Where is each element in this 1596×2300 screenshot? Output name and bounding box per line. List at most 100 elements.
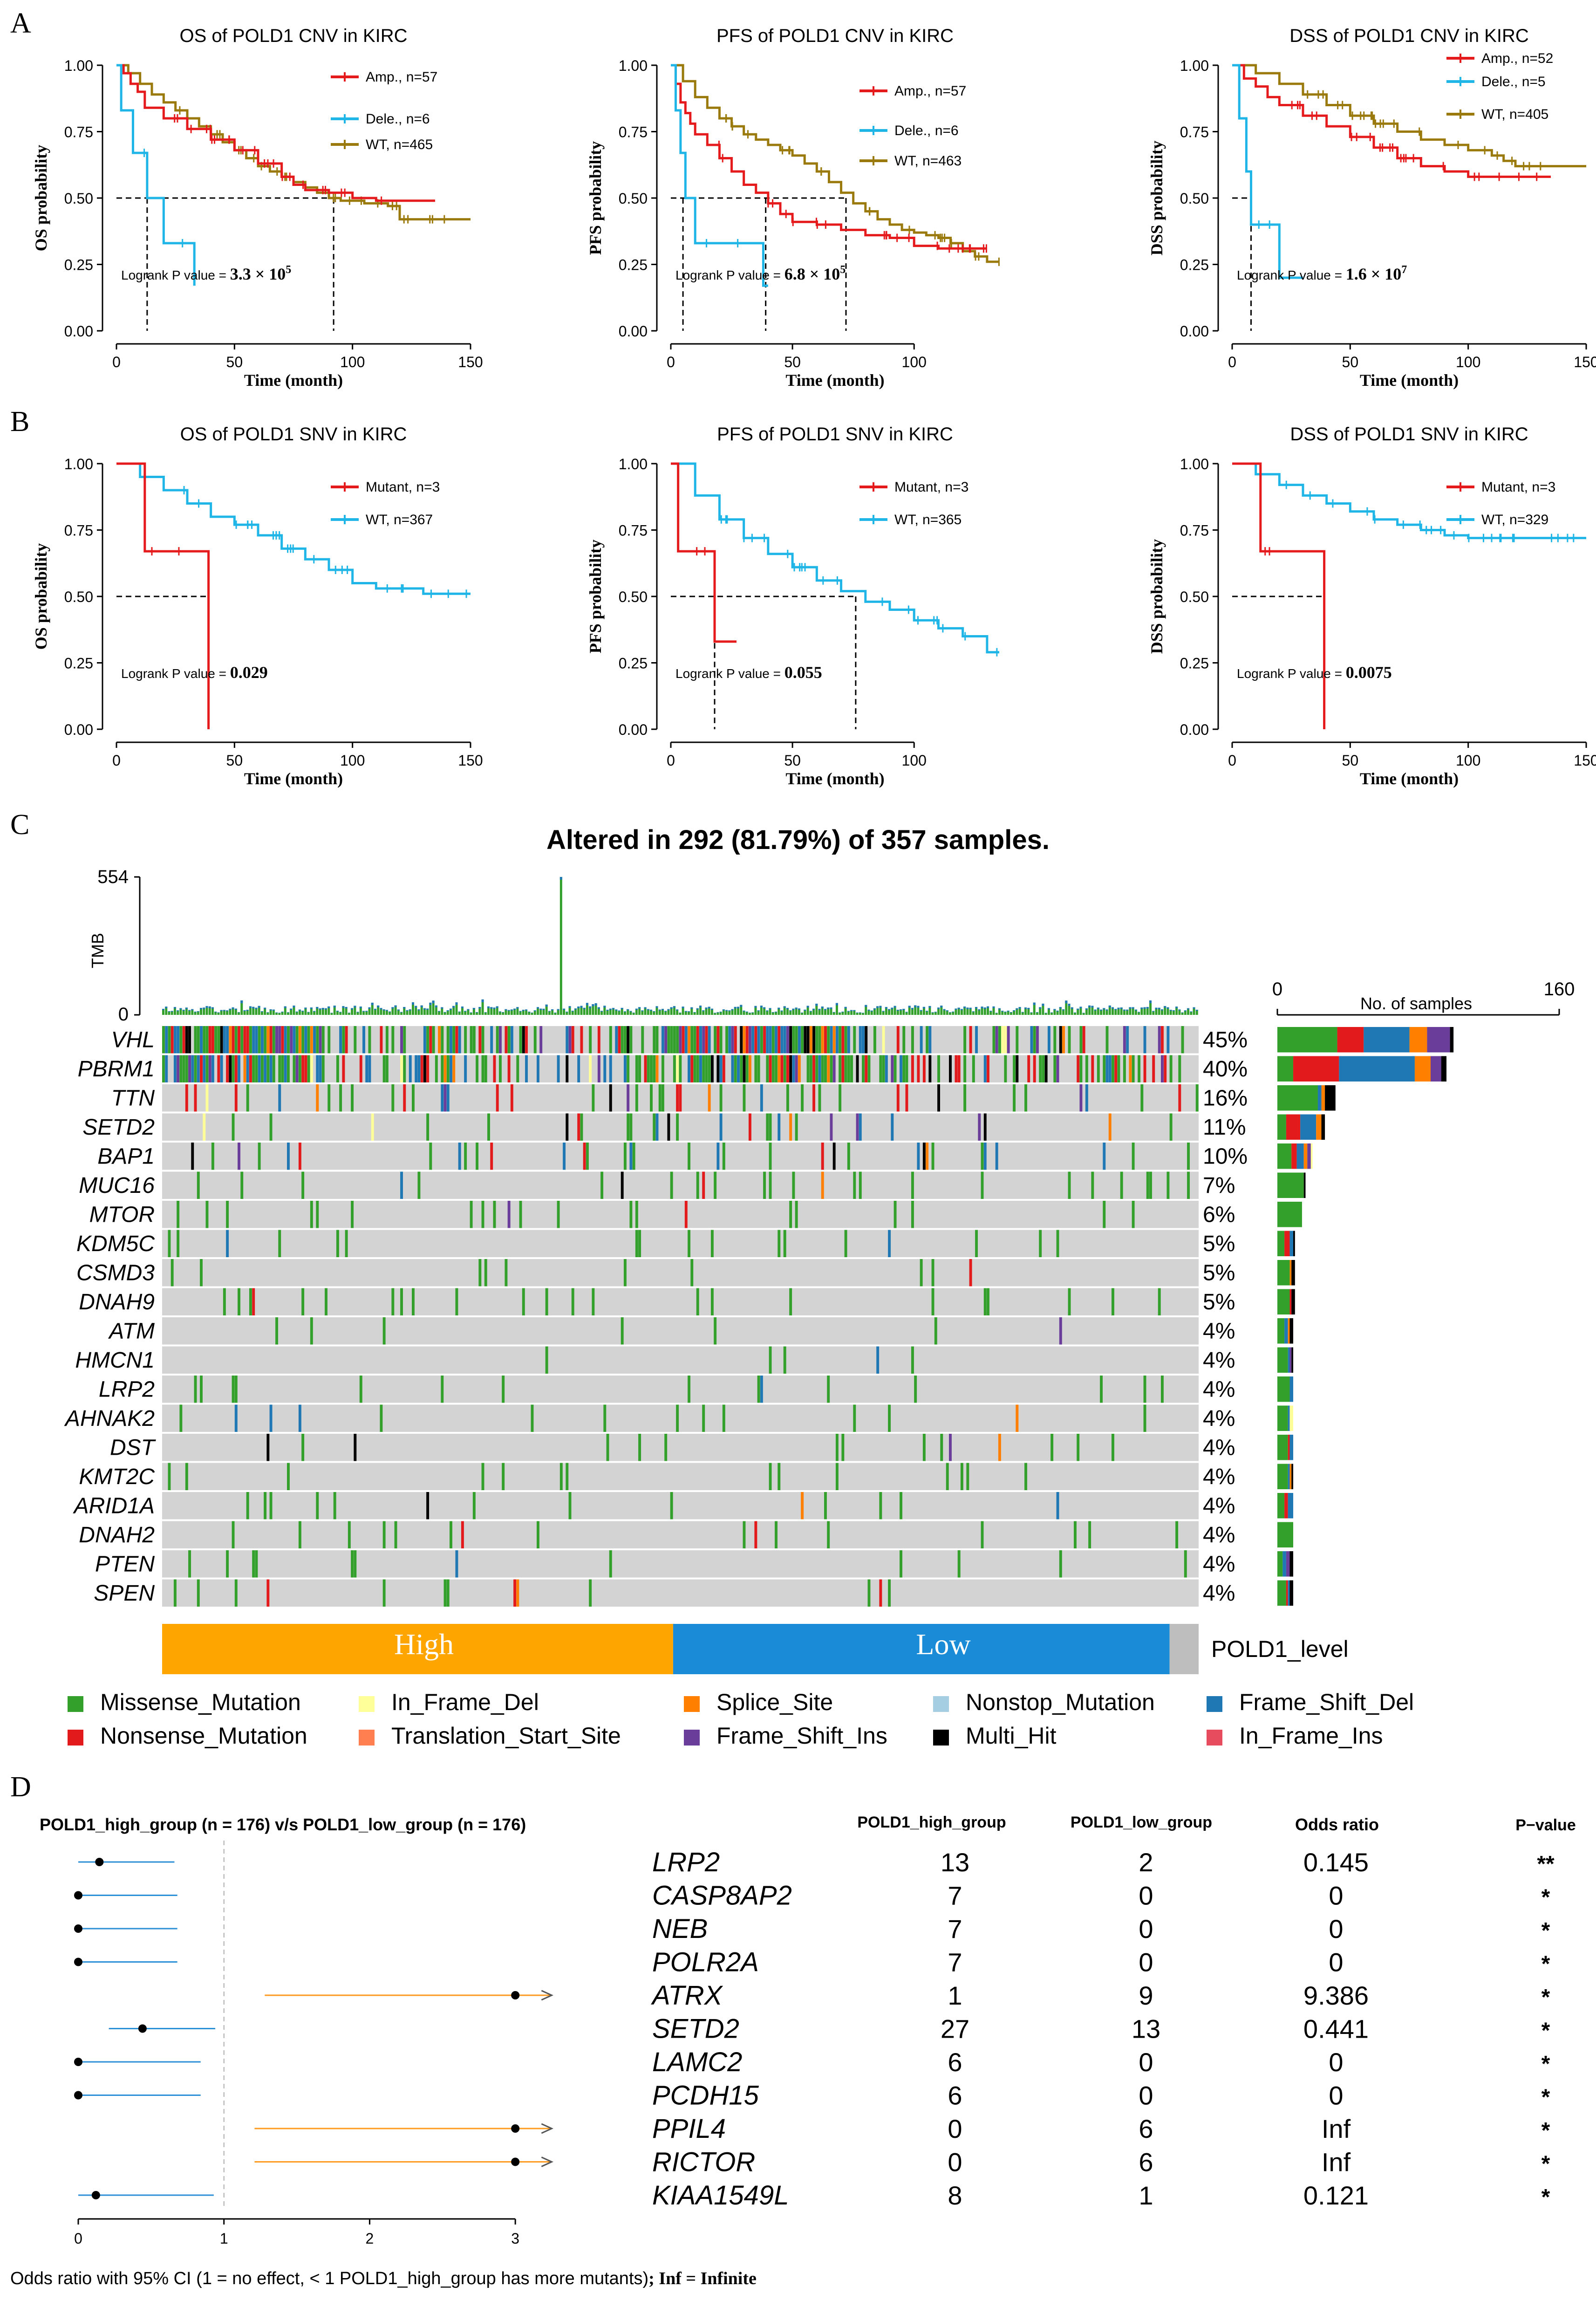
onco-cell [168,1463,171,1490]
onco-cell [888,1230,891,1257]
onco-cell [351,1201,354,1228]
onco-cell [403,1055,406,1082]
onco-cell [1100,1376,1103,1403]
km-y-tick-label: 1.00 [64,456,93,472]
onco-cell [505,1026,508,1054]
legend-label: Nonstop_Mutation [966,1689,1155,1715]
tmb-bar [522,1010,525,1015]
onco-cell [873,1026,876,1054]
onco-cell [566,1026,569,1054]
onco-cell [319,1026,322,1054]
onco-cell [472,1492,476,1520]
onco-cell [1077,1434,1080,1461]
tmb-bar [783,1006,786,1015]
legend-label: Multi_Hit [966,1723,1057,1749]
onco-cell [1091,1171,1094,1199]
tmb-bar-segment [644,1007,647,1009]
onco-cell [708,1055,711,1082]
tmb-bar [798,1008,800,1015]
tmb-bar-segment [234,1008,237,1010]
tmb-bar [536,1007,539,1015]
onco-cell [382,1317,386,1345]
tmb-bar-segment [1024,1007,1027,1009]
tmb-bar [728,1010,731,1015]
onco-cell [641,1026,644,1054]
group-high-bar [162,1624,673,1674]
onco-cell [789,1201,792,1228]
onco-cell [1132,1055,1135,1082]
group-high-label: High [394,1628,454,1661]
km-y-label: PFS probability [586,141,605,255]
tmb-bar-segment [1013,1010,1016,1012]
tmb-bar-segment [446,1010,449,1012]
onco-cell [246,1055,249,1082]
tmb-bar [725,1010,728,1015]
tmb-bar-segment [490,1007,493,1009]
tmb-bar [888,1009,891,1015]
tmb-bar [824,1009,826,1015]
onco-cell [922,1055,926,1082]
gene-label: CSMD3 [76,1260,155,1285]
onco-cell [203,1113,206,1141]
onco-cell [734,1055,737,1082]
onco-cell [1112,1055,1114,1082]
forest-col-low: POLD1_low_group [1071,1814,1212,1831]
tmb-bar [525,1009,528,1015]
onco-cell [191,1143,194,1170]
legend-swatch [68,1730,83,1746]
tmb-bar [458,1011,461,1015]
tmb-bar-segment [722,1009,725,1011]
onco-cell [635,1201,638,1228]
onco-cell [708,1026,711,1054]
gene-percent: 4% [1203,1465,1235,1489]
onco-cell [510,1026,513,1054]
tmb-bar-segment [385,1010,388,1011]
onco-cell [676,1026,679,1054]
onco-cell [400,1055,403,1082]
tmb-bar [554,1013,557,1015]
tmb-bar [1155,1007,1158,1015]
tmb-bar-segment [594,1003,597,1006]
onco-cell [298,1055,301,1082]
onco-cell [778,1230,781,1257]
onco-cell [806,1055,810,1082]
tmb-bar [621,1007,623,1015]
side-bar-segment [1293,1231,1295,1256]
onco-cell [835,1434,839,1461]
tmb-bar-segment [571,1011,574,1012]
onco-cell [194,1055,197,1082]
onco-cell [778,1113,781,1141]
tmb-bar [319,1008,321,1015]
group-annotation-label: POLD1_level [1211,1636,1349,1662]
tmb-bar-segment [850,1010,853,1011]
onco-cell [533,1026,537,1054]
onco-cell [926,1143,929,1170]
onco-cell [786,1084,789,1112]
tmb-bar [949,1012,951,1015]
forest-point [511,2124,520,2133]
tmb-bar [655,1006,658,1015]
side-bar-segment [1288,1405,1290,1431]
tmb-bar-segment [911,1008,914,1010]
onco-cell [177,1230,180,1257]
tmb-bar-segment [351,1008,354,1010]
onco-cell [824,1055,827,1082]
tmb-bar-segment [1079,1006,1082,1008]
tmb-bar [1071,1007,1073,1015]
tmb-bar [1140,1007,1143,1015]
tmb-bar-segment [249,1006,252,1008]
onco-cell [940,1434,943,1461]
tmb-bar [208,1006,211,1015]
tmb-bar [258,1006,260,1015]
tmb-bar-segment [1007,1010,1009,1012]
km-curve-dele [1232,64,1303,279]
tmb-bar-segment [1036,1012,1038,1013]
km-x-label: Time (month) [785,371,884,390]
onco-cell [1143,1026,1146,1054]
tmb-bar-segment [519,1011,522,1012]
tmb-bar [545,1004,548,1015]
tmb-axis-label: TMB [88,933,107,968]
tmb-bar-segment [1149,1000,1152,1004]
tmb-bar-segment [368,1007,371,1009]
onco-cell [702,1404,705,1432]
